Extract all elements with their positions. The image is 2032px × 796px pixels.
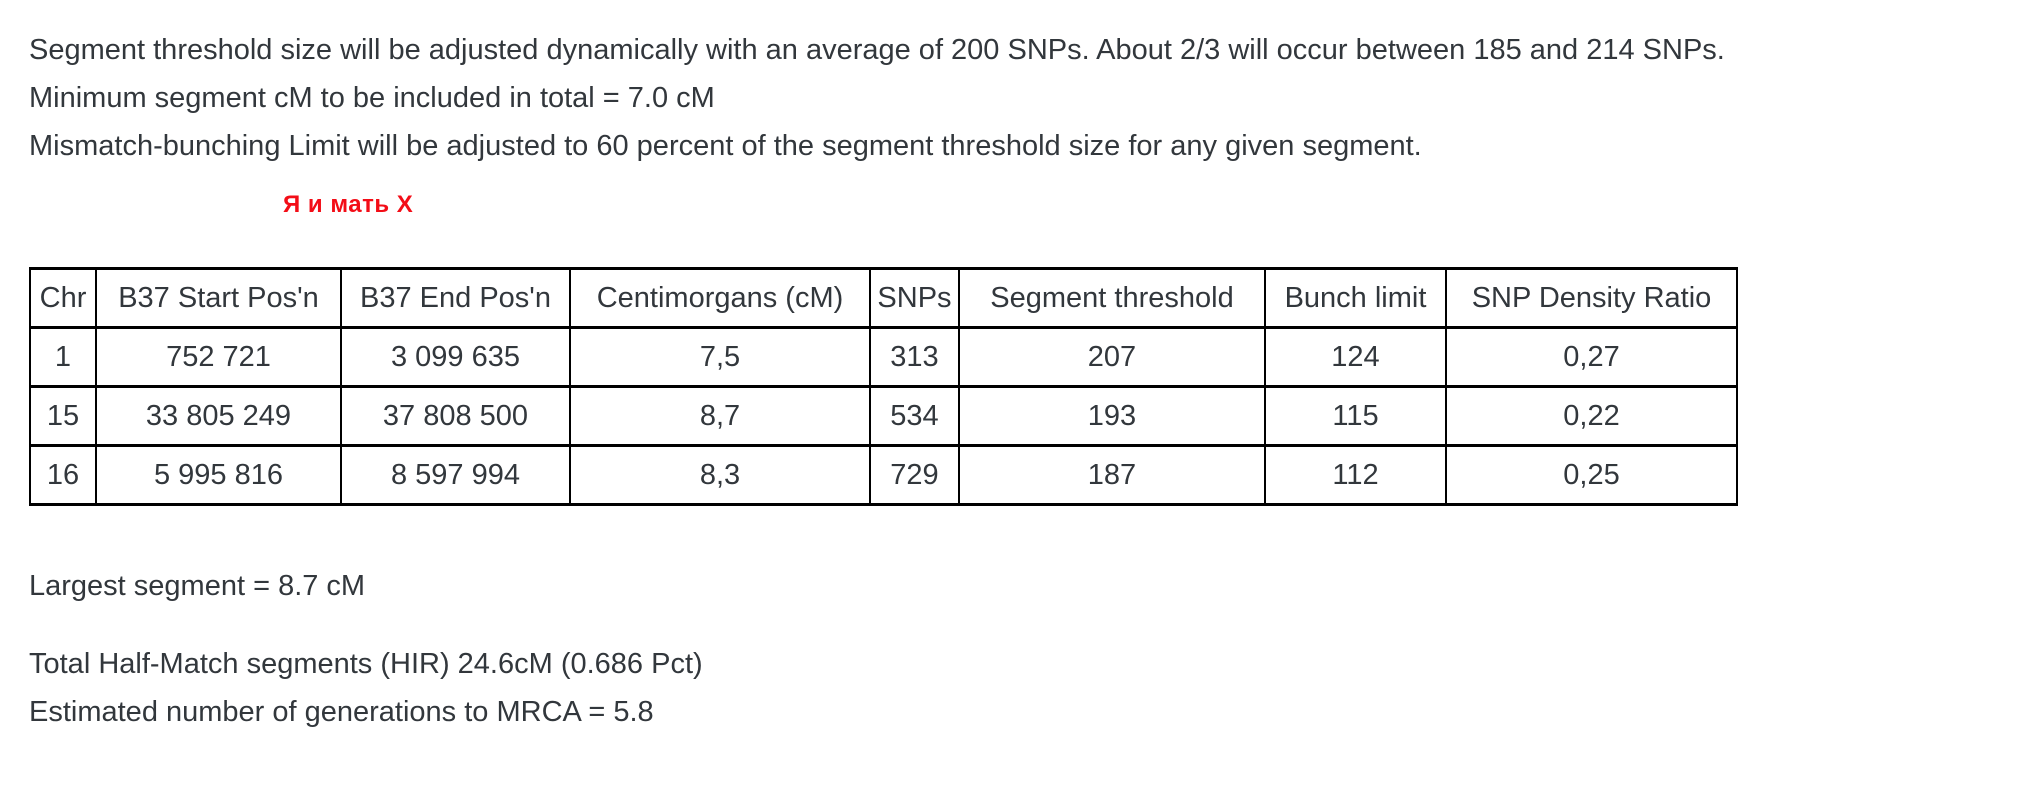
table-cell: 193 xyxy=(958,385,1266,447)
table-cell: 15 xyxy=(29,385,97,447)
generations-to-mrca-text: Estimated number of generations to MRCA … xyxy=(29,696,654,728)
column-header: B37 Start Pos'n xyxy=(95,267,342,329)
table-cell: 8,3 xyxy=(569,444,871,506)
table-row: 15 33 805 249 37 808 500 8,7 534 193 115 0,22 xyxy=(29,385,1738,447)
table-cell: 1 xyxy=(29,326,97,388)
table-cell: 112 xyxy=(1264,444,1447,506)
table-cell: 0,22 xyxy=(1445,385,1738,447)
table-cell: 729 xyxy=(869,444,960,506)
table-cell: 8,7 xyxy=(569,385,871,447)
column-header: SNPs xyxy=(869,267,960,329)
column-header: Chr xyxy=(29,267,97,329)
column-header: Centimorgans (cM) xyxy=(569,267,871,329)
table-cell: 207 xyxy=(958,326,1266,388)
column-header: SNP Density Ratio xyxy=(1445,267,1738,329)
table-cell: 313 xyxy=(869,326,960,388)
table-header-row: Chr B37 Start Pos'n B37 End Pos'n Centimorg… xyxy=(29,267,1738,329)
column-header: Segment threshold xyxy=(958,267,1266,329)
intro-text-block: Segment threshold size will be adjusted … xyxy=(29,26,2032,170)
table-row: 16 5 995 816 8 597 994 8,3 729 187 112 0,25 xyxy=(29,444,1738,506)
table-row: 1 752 721 3 099 635 7,5 313 207 124 0,27 xyxy=(29,326,1738,388)
minimum-segment-info-line: Minimum segment cM to be included in tot… xyxy=(29,82,715,114)
table-cell: 7,5 xyxy=(569,326,871,388)
largest-segment-text: Largest segment = 8.7 cM xyxy=(29,570,366,602)
total-half-match-text: Total Half-Match segments (HIR) 24.6cM (… xyxy=(29,648,703,680)
table-cell: 5 995 816 xyxy=(95,444,342,506)
summary-block: Largest segment = 8.7 cM Total Half-Matc… xyxy=(29,562,2032,736)
table-cell: 33 805 249 xyxy=(95,385,342,447)
table-cell: 0,27 xyxy=(1445,326,1738,388)
table-cell: 3 099 635 xyxy=(340,326,571,388)
table-cell: 0,25 xyxy=(1445,444,1738,506)
table-cell: 8 597 994 xyxy=(340,444,571,506)
table-cell: 115 xyxy=(1264,385,1447,447)
segment-threshold-info-line: Segment threshold size will be adjusted … xyxy=(29,34,1725,66)
column-header: B37 End Pos'n xyxy=(340,267,571,329)
comparison-label: Я и мать Х xyxy=(283,191,414,218)
mismatch-bunching-info-line: Mismatch-bunching Limit will be adjusted… xyxy=(29,130,1422,162)
table-cell: 534 xyxy=(869,385,960,447)
segments-table: Chr B37 Start Pos'n B37 End Pos'n Centimorg… xyxy=(29,267,1738,506)
table-cell: 124 xyxy=(1264,326,1447,388)
table-cell: 187 xyxy=(958,444,1266,506)
table-cell: 752 721 xyxy=(95,326,342,388)
table-cell: 37 808 500 xyxy=(340,385,571,447)
table-cell: 16 xyxy=(29,444,97,506)
column-header: Bunch limit xyxy=(1264,267,1447,329)
